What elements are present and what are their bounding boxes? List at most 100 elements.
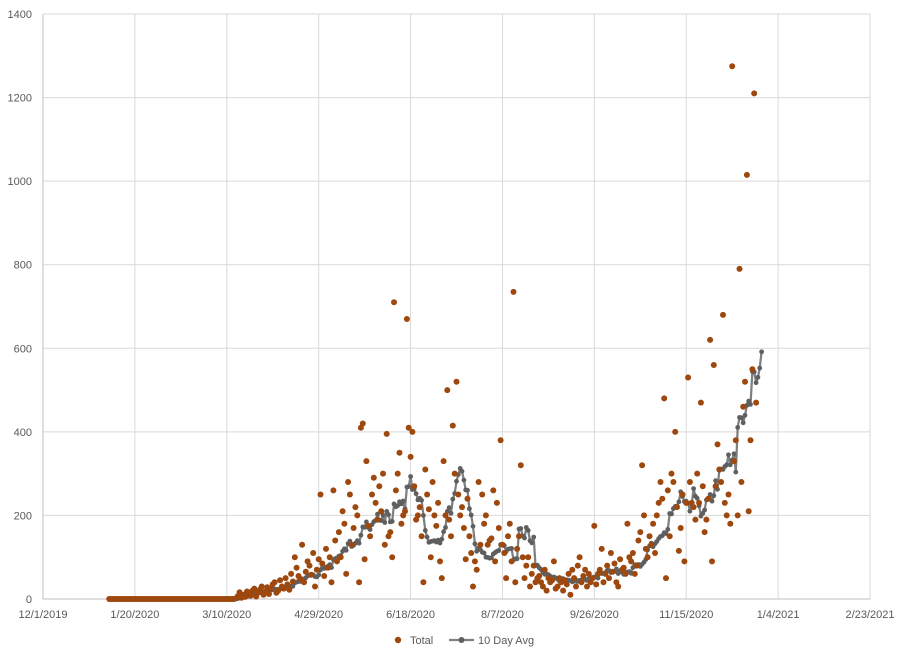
total-point: [448, 533, 454, 540]
total-point: [501, 550, 508, 556]
total-point: [569, 566, 576, 573]
x-tick-label: 1/4/2021: [757, 609, 800, 621]
total-point: [567, 591, 574, 598]
total-point: [288, 570, 295, 577]
total-point: [312, 583, 318, 590]
total-point: [497, 437, 504, 444]
total-point: [751, 90, 758, 97]
y-tick-label: 600: [14, 343, 32, 355]
x-tick-label: 6/18/2020: [386, 609, 435, 621]
total-point: [416, 504, 423, 511]
avg-point: [724, 462, 730, 468]
total-point: [697, 399, 704, 406]
total-point: [334, 558, 340, 565]
total-point: [666, 533, 673, 540]
total-point: [585, 570, 592, 577]
total-point: [306, 562, 313, 569]
avg-point: [450, 496, 456, 502]
avg-point: [413, 491, 419, 497]
avg-point: [514, 556, 520, 562]
avg-point: [739, 415, 744, 421]
total-point: [701, 529, 708, 536]
total-point: [477, 541, 484, 548]
total-point: [549, 577, 556, 584]
total-point: [663, 575, 669, 582]
total-point: [363, 458, 370, 465]
avg-point: [529, 540, 535, 546]
total-point: [464, 495, 471, 502]
total-point: [690, 504, 697, 511]
total-point: [277, 577, 284, 584]
total-point: [438, 575, 445, 582]
total-point: [482, 512, 489, 519]
avg-point: [421, 513, 426, 518]
avg-point: [731, 451, 737, 457]
avg-point: [467, 506, 472, 512]
avg-point: [665, 527, 671, 532]
total-point: [293, 564, 300, 571]
avg-point: [343, 547, 349, 553]
total-point: [444, 387, 451, 394]
total-point: [471, 558, 478, 565]
total-point: [525, 554, 532, 561]
total-point: [503, 575, 510, 582]
total-point: [653, 512, 660, 519]
total-point: [709, 558, 715, 565]
x-tick-label: 8/7/2020: [481, 609, 524, 621]
avg-point: [727, 462, 733, 468]
avg-point: [461, 477, 467, 483]
total-point: [615, 583, 622, 590]
avg-point: [509, 546, 514, 551]
total-point: [620, 564, 627, 571]
total-point: [346, 491, 353, 498]
total-point: [345, 479, 352, 485]
total-point: [481, 520, 488, 527]
total-point: [732, 437, 739, 444]
avg-point: [726, 452, 731, 458]
total-point: [584, 583, 590, 590]
total-point: [591, 522, 598, 529]
x-tick-label: 1/20/2020: [110, 609, 159, 621]
avg-point: [441, 529, 446, 535]
total-point: [313, 566, 320, 573]
total-point: [514, 545, 521, 552]
legend: Total 10 Day Avg: [394, 635, 534, 647]
total-point: [668, 470, 675, 477]
total-point: [664, 487, 671, 494]
total-point: [602, 570, 609, 577]
total-point: [493, 499, 500, 506]
total-point: [335, 529, 342, 536]
avg-point: [735, 425, 741, 430]
total-point: [490, 487, 497, 494]
total-point: [729, 63, 736, 70]
total-point: [740, 403, 747, 410]
total-point: [348, 541, 355, 548]
total-point: [604, 562, 611, 569]
y-tick-label: 400: [14, 427, 32, 439]
total-point: [639, 462, 646, 469]
avg-point: [740, 420, 746, 426]
avg-point: [356, 540, 362, 546]
avg-point: [408, 474, 413, 479]
legend-avg-marker: [458, 637, 465, 643]
total-point: [749, 366, 756, 373]
total-point: [258, 583, 265, 590]
total-point: [686, 479, 693, 485]
avg-point: [470, 523, 476, 529]
avg-point: [733, 469, 739, 475]
total-point: [727, 520, 734, 527]
total-point: [394, 470, 401, 477]
total-point: [743, 171, 750, 178]
total-point: [635, 537, 642, 544]
avg-point: [439, 536, 445, 542]
total-point: [707, 336, 714, 343]
total-point: [411, 483, 418, 490]
total-point: [332, 537, 339, 544]
total-point: [479, 491, 486, 498]
total-point: [387, 529, 394, 536]
total-point: [670, 479, 677, 485]
total-point: [661, 395, 668, 402]
total-point: [374, 516, 381, 523]
total-point: [609, 568, 616, 575]
y-tick-label: 1400: [8, 9, 32, 21]
